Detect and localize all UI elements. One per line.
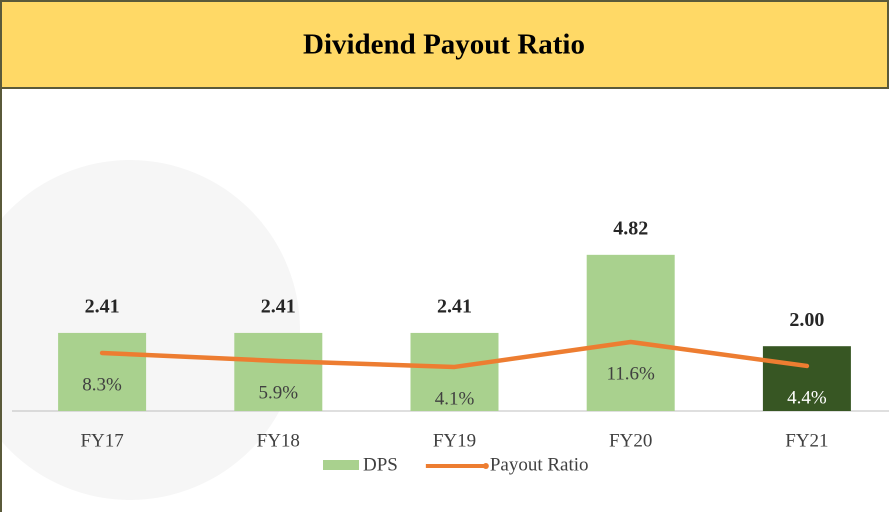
x-tick-label: FY21 (785, 430, 828, 451)
legend-label: DPS (363, 454, 398, 475)
legend-swatch (323, 460, 359, 470)
bar-value-label: 2.00 (789, 309, 824, 331)
bar (410, 332, 499, 411)
bar (586, 254, 675, 411)
bar (58, 332, 147, 411)
bar-value-label: 2.41 (261, 296, 296, 318)
bar (234, 332, 323, 411)
line-value-label: 4.4% (787, 387, 827, 408)
line (99, 339, 810, 370)
bar (762, 346, 851, 411)
x-tick-label: FY17 (80, 430, 123, 451)
bar-value-label: 2.41 (437, 296, 472, 318)
line-value-label: 5.9% (259, 382, 299, 403)
bar-value-label: 4.82 (613, 217, 648, 239)
chart-title: Dividend Payout Ratio (303, 29, 585, 61)
x-tick-label: FY18 (257, 430, 300, 451)
line-value-label: 8.3% (82, 374, 122, 395)
x-tick-label: FY19 (433, 430, 476, 451)
line-value-label: 4.1% (435, 388, 475, 409)
line-value-label: 11.6% (607, 363, 656, 384)
x-tick-label: FY20 (609, 430, 652, 451)
bar-value-label: 2.41 (85, 296, 120, 318)
watermark (0, 160, 300, 500)
legend-swatch (482, 463, 489, 469)
legend-label: Payout Ratio (490, 454, 589, 475)
header (0, 0, 889, 89)
